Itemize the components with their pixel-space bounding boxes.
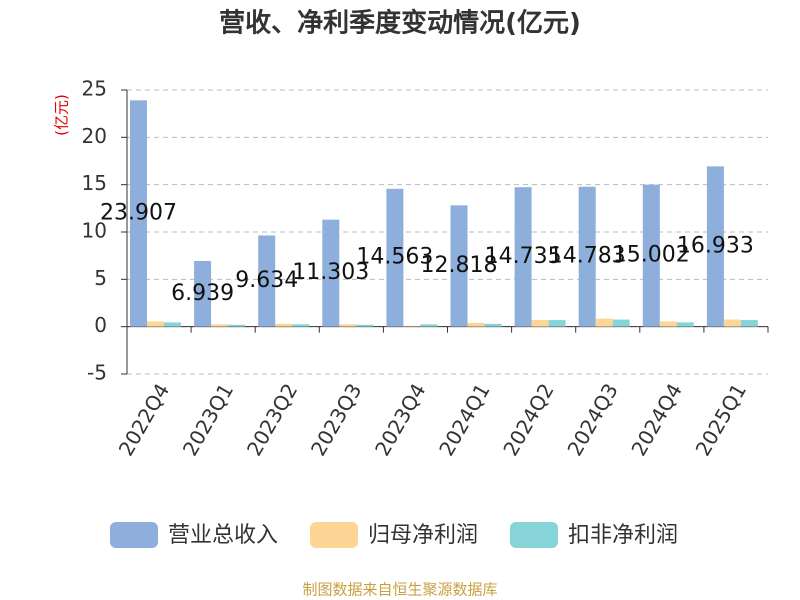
- data-label: 14.563: [356, 245, 433, 270]
- y-tick-label: 0: [94, 313, 107, 337]
- x-tick-label: 2024Q2: [498, 379, 558, 460]
- legend-label: 归母净利润: [368, 523, 478, 548]
- y-tick-label: 20: [82, 124, 107, 148]
- bar: [450, 205, 468, 327]
- bar: [275, 323, 293, 327]
- bar: [420, 324, 438, 327]
- legend-swatch: [510, 522, 558, 548]
- data-label: 16.933: [677, 234, 754, 259]
- bar: [723, 319, 741, 327]
- data-label: 12.818: [421, 253, 498, 278]
- bar: [292, 324, 310, 327]
- bar: [322, 219, 340, 327]
- bar: [130, 100, 147, 327]
- y-tick-label: 25: [82, 77, 107, 101]
- bar: [386, 188, 404, 327]
- y-tick-label: -5: [87, 361, 107, 385]
- data-label: 11.303: [292, 260, 369, 285]
- source-note: 制图数据来自恒生聚源数据库: [302, 581, 497, 599]
- data-label: 23.907: [100, 201, 177, 226]
- x-tick-label: 2024Q4: [626, 379, 686, 460]
- bar: [467, 322, 485, 327]
- bar: [164, 322, 181, 327]
- data-label: 9.634: [235, 268, 298, 293]
- bar: [339, 324, 357, 327]
- bar: [706, 166, 724, 327]
- bar: [595, 318, 613, 327]
- bar: [659, 321, 677, 327]
- x-tick-label: 2023Q3: [306, 379, 366, 460]
- bar: [514, 187, 532, 327]
- bar: [578, 186, 596, 327]
- bar: [147, 321, 164, 327]
- legend-swatch: [310, 522, 358, 548]
- data-label: 14.783: [549, 244, 626, 269]
- legend-label: 营业总收入: [168, 523, 278, 548]
- data-label: 6.939: [171, 281, 234, 306]
- y-axis-label: (亿元): [53, 94, 71, 136]
- bar: [676, 322, 694, 327]
- bar: [484, 323, 502, 327]
- bar: [258, 235, 276, 327]
- bar: [642, 184, 660, 327]
- bar: [356, 324, 374, 327]
- bar: [740, 320, 758, 327]
- bar: [531, 320, 549, 327]
- y-tick-label: 10: [82, 219, 107, 243]
- x-tick-label: 2023Q1: [178, 379, 238, 460]
- chart-title: 营收、净利季度变动情况(亿元): [219, 8, 581, 39]
- x-tick-label: 2025Q1: [691, 379, 751, 460]
- bar: [612, 319, 630, 327]
- x-tick-label: 2022Q4: [114, 379, 174, 460]
- x-tick-label: 2024Q1: [434, 379, 494, 460]
- bar: [548, 320, 566, 327]
- x-tick-label: 2024Q3: [562, 379, 622, 460]
- data-label: 14.735: [485, 244, 562, 269]
- x-tick-label: 2023Q2: [242, 379, 302, 460]
- x-tick-label: 2023Q4: [370, 379, 430, 460]
- data-label: 15.002: [613, 243, 690, 268]
- bar: [194, 260, 212, 327]
- y-tick-label: 15: [82, 171, 107, 195]
- y-tick-label: 5: [94, 266, 107, 290]
- bar: [211, 324, 229, 327]
- legend-label: 扣非净利润: [568, 523, 678, 548]
- bar: [228, 324, 246, 327]
- legend-swatch: [110, 522, 158, 548]
